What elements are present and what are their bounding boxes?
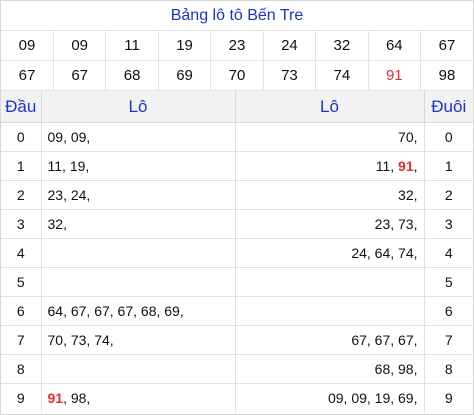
- duoi-cell: 8: [424, 354, 473, 384]
- dau-cell: 4: [1, 238, 42, 268]
- lo-by-tail-cell: 11, 91,: [235, 151, 425, 181]
- lo-by-head-cell: 11, 19,: [41, 151, 236, 181]
- table-row: 6 64, 67, 67, 67, 68, 69, 6: [1, 296, 473, 326]
- dau-cell: 6: [1, 296, 42, 326]
- number-cell: 68: [105, 60, 159, 91]
- lo-text: 09, 09, 19, 69,: [327, 390, 418, 406]
- number-cell: 70: [210, 60, 264, 91]
- number-cell: 09: [53, 31, 107, 61]
- header-lo-head: Lô: [41, 91, 236, 123]
- table-row: 0 09, 09, 70, 0: [1, 122, 473, 152]
- dau-cell: 2: [1, 180, 42, 210]
- dau-cell: 3: [1, 209, 42, 239]
- number-cell: 32: [315, 31, 369, 61]
- board-title: Bảng lô tô Bến Tre: [1, 1, 473, 31]
- lo-by-tail-cell: [235, 296, 425, 326]
- dau-cell: 1: [1, 151, 42, 181]
- lo-by-head-cell: 23, 24,: [41, 180, 236, 210]
- duoi-cell: 0: [424, 122, 473, 152]
- table-row: 1 11, 19, 11, 91, 1: [1, 151, 473, 181]
- number-cell: 64: [368, 31, 422, 61]
- duoi-cell: 9: [444, 390, 453, 406]
- lo-by-head-cell: 09, 09,: [41, 122, 236, 152]
- lo-text: 23, 73,: [374, 216, 418, 232]
- table-row: 7 70, 73, 74, 67, 67, 67, 7: [1, 325, 473, 355]
- table-row: 3 32, 23, 73, 3: [1, 209, 473, 239]
- header-dau: Đầu: [1, 91, 42, 123]
- highlighted-number: 91: [398, 158, 414, 174]
- numbers-row-2: 67 67 68 69 70 73 74 91 98: [1, 60, 473, 91]
- table-row: 9 91, 98, 09, 09, 19, 69, 9: [1, 383, 473, 412]
- number-cell: 23: [210, 31, 264, 61]
- numbers-grid: 09 09 11 19 23 24 32 64 67 67 67 68 69 70 73 74 91 98: [1, 31, 473, 91]
- dau-cell: 8: [1, 354, 42, 384]
- lo-by-head-cell: [41, 267, 236, 297]
- lo-by-head-cell: 64, 67, 67, 67, 68, 69,: [41, 296, 236, 326]
- lo-text: 70,: [398, 129, 418, 145]
- number-cell: 24: [263, 31, 317, 61]
- lo-by-tail-cell: 23, 73,: [235, 209, 425, 239]
- lo-by-head-cell: 32,: [41, 209, 236, 239]
- lo-by-head-cell: [41, 354, 236, 384]
- table-row: 8 68, 98, 8: [1, 354, 473, 384]
- number-cell: 91: [368, 60, 422, 91]
- lo-text: ,: [413, 158, 418, 174]
- lo-by-tail-cell: 70,: [235, 122, 425, 152]
- lo-by-head-cell: [41, 238, 236, 268]
- lo-text: 32,: [47, 216, 67, 232]
- duoi-cell: 2: [424, 180, 473, 210]
- duoi-cell: 5: [424, 267, 473, 297]
- dau-cell: 0: [1, 122, 42, 152]
- table-row: 2 23, 24, 32, 2: [1, 180, 473, 210]
- lo-by-tail-cell: 68, 98,: [235, 354, 425, 384]
- lo-text: 68, 98,: [374, 361, 418, 377]
- header-lo-tail: Lô: [235, 91, 425, 123]
- duoi-cell: 1: [424, 151, 473, 181]
- lo-text: 09, 09,: [47, 129, 91, 145]
- lo-by-head-cell: 91, 98,: [41, 383, 236, 412]
- number-cell: 11: [105, 31, 159, 61]
- dau-cell: 9: [1, 383, 42, 412]
- lo-text: 23, 24,: [47, 187, 91, 203]
- numbers-row-1: 09 09 11 19 23 24 32 64 67: [1, 31, 473, 61]
- number-cell: 67: [53, 60, 107, 91]
- number-cell: 67: [420, 31, 473, 61]
- number-cell: 74: [315, 60, 369, 91]
- lo-by-head-cell: 70, 73, 74,: [41, 325, 236, 355]
- lo-by-tail-cell: 09, 09, 19, 69,: [235, 383, 425, 412]
- loto-table-header: Đầu Lô Lô Đuôi: [1, 91, 473, 123]
- number-cell: 69: [158, 60, 212, 91]
- lo-text: 67, 67, 67,: [351, 332, 418, 348]
- lo-by-tail-cell: 24, 64, 74,: [235, 238, 425, 268]
- lo-text: 70, 73, 74,: [47, 332, 114, 348]
- lo-text: 11, 19,: [47, 158, 90, 174]
- lo-by-tail-cell: 67, 67, 67,: [235, 325, 425, 355]
- number-cell: 19: [158, 31, 212, 61]
- table-row: 4 24, 64, 74, 4: [1, 238, 473, 268]
- number-cell: 09: [1, 31, 54, 61]
- duoi-cell: 7: [424, 325, 473, 355]
- duoi-cell: 4: [424, 238, 473, 268]
- header-duoi: Đuôi: [424, 91, 473, 123]
- lo-text: 32,: [398, 187, 418, 203]
- duoi-cell: 6: [424, 296, 473, 326]
- number-cell: 98: [420, 60, 473, 91]
- dau-cell: 5: [1, 267, 42, 297]
- lo-by-tail-cell: [235, 267, 425, 297]
- lo-by-tail-cell: 32,: [235, 180, 425, 210]
- loto-table: Đầu Lô Lô Đuôi 0 09, 09, 70, 0 1 11, 19, 11, 9…: [1, 91, 473, 412]
- lo-text: 24, 64, 74,: [351, 245, 418, 261]
- duoi-cell: 3: [424, 209, 473, 239]
- number-cell: 67: [1, 60, 54, 91]
- number-cell: 73: [263, 60, 317, 91]
- lo-text: 64, 67, 67, 67, 68, 69,: [47, 303, 184, 319]
- loto-table-body: 0 09, 09, 70, 0 1 11, 19, 11, 91, 1 2 23, 24, 32, 2…: [1, 122, 473, 412]
- lo-text: , 98,: [63, 390, 91, 406]
- lo-text: 11,: [375, 158, 399, 174]
- dau-cell: 7: [1, 325, 42, 355]
- highlighted-number: 91: [47, 390, 64, 406]
